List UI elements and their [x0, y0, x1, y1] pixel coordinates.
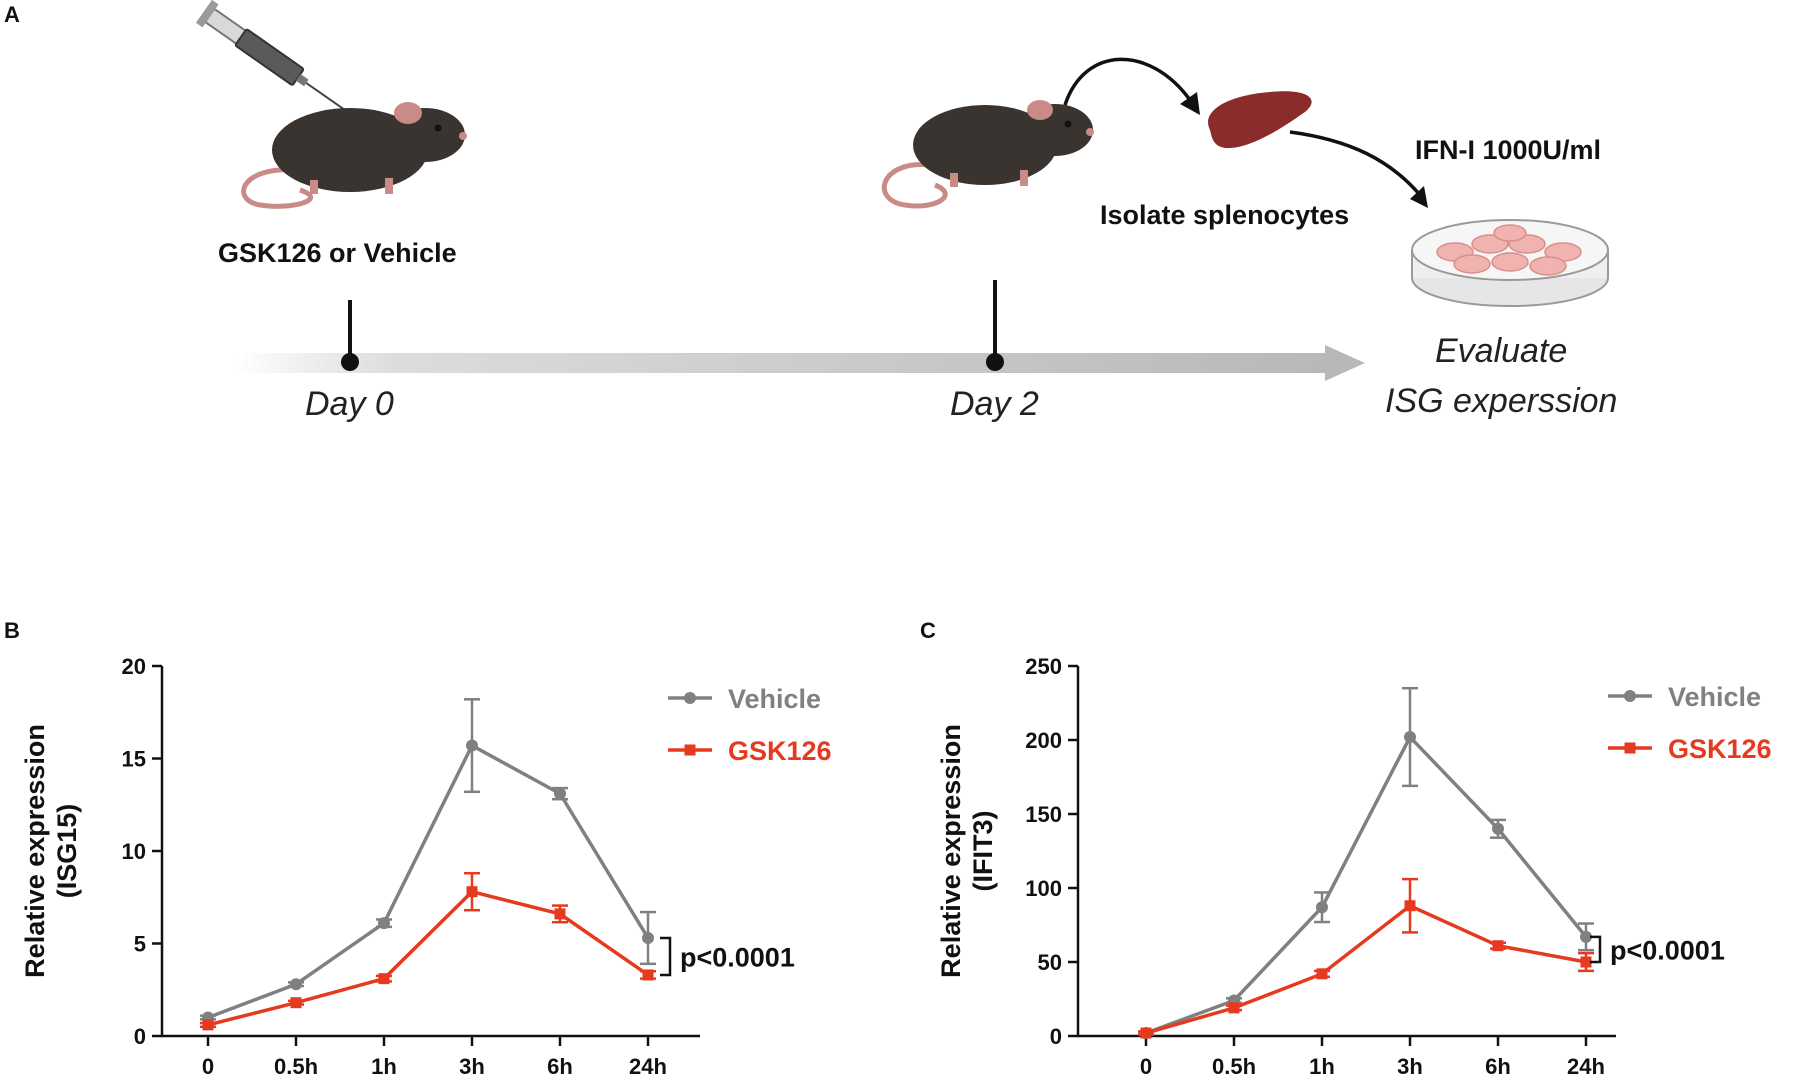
isg15-y-tick-label: 10 — [122, 839, 146, 864]
evaluate-label-line2: ISG experssion — [1385, 382, 1618, 420]
arrow-to-dish — [1289, 130, 1428, 208]
isg15-legend-vehicle-marker — [684, 692, 696, 704]
isg15-y-tick-label: 20 — [122, 654, 146, 679]
isg15-gsk126-point — [642, 969, 654, 981]
ifit3-legend-vehicle-label: Vehicle — [1668, 682, 1761, 712]
isg15-vehicle-point — [290, 978, 302, 991]
isg15-gsk126-point — [554, 908, 566, 920]
treatment-label: GSK126 or Vehicle — [218, 238, 457, 268]
panel-c-letter: C — [920, 618, 936, 643]
mouse-icon-day0 — [241, 102, 467, 209]
ifit3-y-axis-label-line2: (IFIT3) — [968, 811, 998, 892]
ifit3-y-tick-label: 200 — [1025, 728, 1062, 753]
timeline-arrow — [235, 345, 1365, 381]
ifit3-legend-vehicle-marker — [1624, 690, 1636, 702]
isg15-legend-gsk126-label: GSK126 — [728, 736, 832, 766]
isg15-x-tick-label: 0 — [202, 1054, 214, 1078]
isg15-y-tick-label: 15 — [122, 747, 146, 772]
chart-isg15: 0 5 10 15 20 0 0.5h 1h 3h 6h 24h Relative expressio… — [20, 654, 832, 1078]
ifit3-legend-gsk126-marker — [1624, 742, 1636, 754]
isg15-gsk126-point — [202, 1019, 214, 1031]
day2-marker — [986, 280, 1004, 371]
ifit3-legend-gsk126-label: GSK126 — [1668, 734, 1772, 764]
isg15-x-tick-label: 0.5h — [274, 1054, 318, 1078]
isolate-label: Isolate splenocytes — [1100, 200, 1350, 230]
evaluate-label-line1: Evaluate — [1435, 332, 1568, 370]
isg15-gsk126-line — [207, 889, 649, 1027]
isg15-significance-bracket — [660, 936, 672, 977]
petri-dish-icon — [1411, 219, 1609, 307]
ifit3-y-tick-label: 0 — [1050, 1024, 1062, 1049]
day2-label: Day 2 — [950, 385, 1039, 423]
day0-label: Day 0 — [305, 385, 394, 423]
ifit3-vehicle-point — [1404, 731, 1416, 744]
ifit3-gsk126-point — [1316, 968, 1328, 980]
ifit3-y-tick-label: 50 — [1038, 950, 1062, 975]
ifit3-gsk126-point — [1492, 940, 1504, 952]
arrow-to-spleen — [1063, 57, 1200, 115]
ifit3-vehicle-point — [1580, 930, 1592, 943]
chart-ifit3: 0 50 100 150 200 250 0 0.5h 1h 3h 6h 24h Relative ex… — [936, 654, 1772, 1078]
ifit3-y-tick-label: 250 — [1025, 654, 1062, 679]
isg15-vehicle-point — [466, 739, 478, 752]
ifit3-significance-bracket — [1590, 935, 1602, 964]
panel-a-letter: A — [4, 2, 20, 27]
ifit3-y-tick-label: 150 — [1025, 802, 1062, 827]
schematic-graphics — [195, 0, 1609, 381]
ifit3-gsk126-point — [1404, 900, 1416, 912]
isg15-x-tick-label: 1h — [371, 1054, 397, 1078]
ifit3-vehicle-point — [1316, 901, 1328, 914]
isg15-y-axis-label-line1: Relative expression — [20, 724, 50, 978]
ifit3-y-tick-label: 100 — [1025, 876, 1062, 901]
day0-marker — [341, 300, 359, 371]
isg15-y-axis-label-line2: (ISG15) — [52, 804, 82, 899]
panel-b-letter: B — [4, 618, 20, 643]
ifit3-x-tick-label: 0 — [1140, 1054, 1152, 1078]
isg15-gsk126-point — [466, 886, 478, 898]
ifit3-x-tick-label: 6h — [1485, 1054, 1511, 1078]
isg15-legend-gsk126-marker — [684, 744, 696, 756]
syringe-icon — [195, 0, 346, 111]
isg15-gsk126-point — [378, 973, 390, 985]
ifit3-gsk126-line — [1145, 903, 1587, 1035]
mouse-icon-day2 — [881, 100, 1094, 209]
ifit3-gsk126-point — [1580, 956, 1592, 968]
ifit3-x-tick-label: 24h — [1567, 1054, 1605, 1078]
ifit3-x-tick-label: 1h — [1309, 1054, 1335, 1078]
isg15-vehicle-point — [378, 917, 390, 930]
isg15-y-tick-label: 0 — [134, 1024, 146, 1049]
ifit3-gsk126-point — [1228, 1002, 1240, 1014]
ifit3-y-axis-label-line1: Relative expression — [936, 724, 966, 978]
isg15-x-tick-label: 3h — [459, 1054, 485, 1078]
isg15-p-value-annotation: p<0.0001 — [680, 942, 795, 972]
isg15-x-tick-label: 6h — [547, 1054, 573, 1078]
ifit3-x-tick-label: 3h — [1397, 1054, 1423, 1078]
ifit3-vehicle-point — [1492, 822, 1504, 835]
isg15-y-tick-label: 5 — [134, 932, 146, 957]
isg15-legend-vehicle-label: Vehicle — [728, 684, 821, 714]
isg15-gsk126-point — [290, 997, 302, 1009]
isg15-vehicle-line — [207, 743, 650, 1020]
ifn-label: IFN-I 1000U/ml — [1415, 135, 1602, 165]
isg15-x-tick-label: 24h — [629, 1054, 667, 1078]
spleen-icon — [1208, 91, 1312, 149]
isg15-vehicle-point — [642, 931, 654, 944]
isg15-vehicle-point — [554, 787, 566, 800]
ifit3-p-value-annotation: p<0.0001 — [1610, 935, 1725, 965]
ifit3-x-tick-label: 0.5h — [1212, 1054, 1256, 1078]
ifit3-gsk126-point — [1140, 1027, 1152, 1039]
ifit3-vehicle-line — [1145, 734, 1588, 1035]
